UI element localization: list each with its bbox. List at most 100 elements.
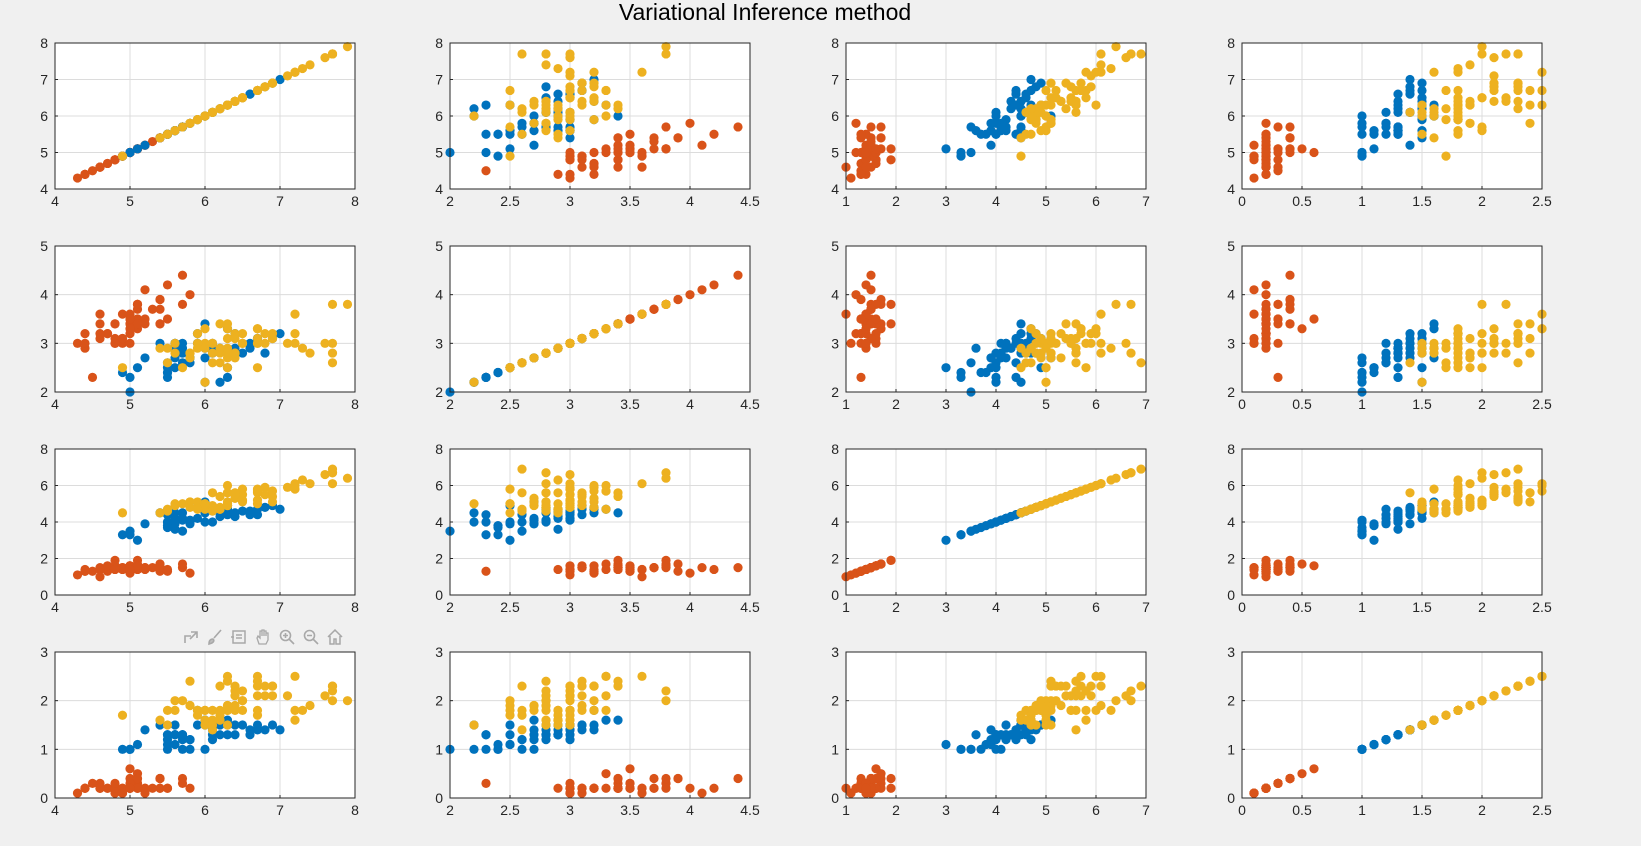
data-point-class-3[interactable] bbox=[1465, 60, 1475, 70]
data-point-class-2[interactable] bbox=[1405, 519, 1415, 529]
data-point-class-2[interactable] bbox=[170, 363, 180, 373]
data-point-class-1[interactable] bbox=[625, 764, 635, 774]
data-point-class-2[interactable] bbox=[1393, 515, 1403, 525]
data-point-class-3[interactable] bbox=[282, 482, 293, 492]
data-point-class-3[interactable] bbox=[267, 691, 278, 701]
data-point-class-1[interactable] bbox=[185, 568, 195, 578]
data-point-class-1[interactable] bbox=[87, 566, 98, 576]
data-point-class-3[interactable] bbox=[1066, 96, 1076, 106]
data-point-class-3[interactable] bbox=[1429, 715, 1439, 725]
data-point-class-1[interactable] bbox=[155, 773, 165, 784]
data-point-class-1[interactable] bbox=[102, 561, 113, 571]
data-point-class-3[interactable] bbox=[553, 475, 563, 485]
data-point-class-3[interactable] bbox=[327, 696, 338, 706]
data-point-class-3[interactable] bbox=[1489, 469, 1499, 480]
data-point-class-2[interactable] bbox=[541, 515, 551, 525]
data-point-class-3[interactable] bbox=[177, 363, 188, 373]
data-point-class-3[interactable] bbox=[290, 705, 300, 716]
data-point-class-2[interactable] bbox=[1026, 85, 1036, 96]
data-point-class-1[interactable] bbox=[565, 169, 575, 179]
data-point-class-3[interactable] bbox=[1477, 495, 1487, 505]
data-point-class-2[interactable] bbox=[529, 513, 539, 523]
data-point-class-2[interactable] bbox=[1393, 348, 1403, 358]
data-point-class-2[interactable] bbox=[245, 89, 255, 99]
data-point-class-1[interactable] bbox=[661, 783, 671, 793]
data-point-class-3[interactable] bbox=[162, 358, 173, 368]
data-point-class-3[interactable] bbox=[1525, 85, 1535, 96]
data-point-class-2[interactable] bbox=[1381, 338, 1391, 348]
data-point-class-3[interactable] bbox=[541, 479, 551, 489]
data-point-class-2[interactable] bbox=[1357, 111, 1367, 121]
data-point-class-3[interactable] bbox=[1041, 343, 1051, 353]
data-point-class-3[interactable] bbox=[1111, 696, 1121, 706]
data-point-class-3[interactable] bbox=[1477, 49, 1487, 59]
data-point-class-3[interactable] bbox=[541, 348, 551, 358]
data-point-class-3[interactable] bbox=[1477, 338, 1487, 348]
data-point-class-1[interactable] bbox=[147, 563, 158, 573]
data-point-class-2[interactable] bbox=[1405, 74, 1415, 85]
data-point-class-1[interactable] bbox=[637, 788, 647, 798]
data-point-class-3[interactable] bbox=[1126, 299, 1136, 309]
data-point-class-3[interactable] bbox=[1525, 319, 1535, 329]
data-point-class-3[interactable] bbox=[320, 691, 330, 701]
data-point-class-1[interactable] bbox=[553, 169, 563, 179]
data-point-class-3[interactable] bbox=[1501, 686, 1511, 696]
data-point-class-1[interactable] bbox=[871, 314, 881, 324]
data-point-class-3[interactable] bbox=[1501, 338, 1511, 348]
data-point-class-1[interactable] bbox=[625, 561, 635, 571]
export-icon[interactable] bbox=[180, 627, 201, 647]
data-point-class-1[interactable] bbox=[102, 158, 113, 169]
data-point-class-1[interactable] bbox=[177, 299, 188, 309]
data-point-class-3[interactable] bbox=[290, 309, 300, 319]
data-point-class-1[interactable] bbox=[72, 570, 83, 580]
data-point-class-3[interactable] bbox=[1417, 129, 1427, 139]
data-point-class-3[interactable] bbox=[1106, 63, 1116, 74]
data-point-class-2[interactable] bbox=[252, 720, 263, 730]
data-point-class-3[interactable] bbox=[565, 502, 575, 512]
subplot-r1-c1[interactable]: 4 5 6 7 8 4 5 6 7 8 bbox=[40, 35, 359, 209]
data-point-class-3[interactable] bbox=[207, 348, 218, 358]
data-point-class-3[interactable] bbox=[577, 681, 587, 691]
data-point-class-1[interactable] bbox=[125, 783, 135, 793]
subplot-r2-c2[interactable]: 2 2.5 3 3.5 4 4.5 2 3 4 5 bbox=[435, 238, 760, 412]
data-point-class-1[interactable] bbox=[110, 338, 120, 348]
data-point-class-3[interactable] bbox=[215, 358, 225, 368]
data-point-class-3[interactable] bbox=[529, 493, 539, 503]
data-point-class-2[interactable] bbox=[1357, 129, 1367, 139]
data-point-class-1[interactable] bbox=[1285, 773, 1295, 784]
data-point-class-3[interactable] bbox=[1036, 100, 1046, 110]
data-point-class-3[interactable] bbox=[252, 705, 263, 716]
data-point-class-1[interactable] bbox=[871, 144, 881, 154]
data-point-class-1[interactable] bbox=[861, 324, 871, 334]
data-point-class-1[interactable] bbox=[553, 783, 563, 793]
data-point-class-1[interactable] bbox=[673, 133, 683, 143]
data-point-class-3[interactable] bbox=[282, 691, 293, 701]
data-point-class-2[interactable] bbox=[1405, 140, 1415, 150]
data-point-class-3[interactable] bbox=[589, 482, 599, 492]
data-point-class-1[interactable] bbox=[1273, 564, 1283, 575]
data-point-class-3[interactable] bbox=[589, 696, 599, 706]
data-point-class-3[interactable] bbox=[207, 488, 218, 498]
data-point-class-2[interactable] bbox=[237, 348, 248, 358]
data-point-class-3[interactable] bbox=[1465, 333, 1475, 344]
data-point-class-1[interactable] bbox=[1249, 151, 1259, 161]
data-point-class-3[interactable] bbox=[1489, 333, 1499, 344]
data-point-class-3[interactable] bbox=[565, 720, 575, 730]
data-point-class-3[interactable] bbox=[162, 705, 173, 716]
data-point-class-1[interactable] bbox=[637, 572, 647, 582]
data-point-class-2[interactable] bbox=[1393, 104, 1403, 114]
data-point-class-3[interactable] bbox=[529, 100, 539, 110]
data-point-class-3[interactable] bbox=[170, 696, 180, 706]
data-point-class-3[interactable] bbox=[1513, 319, 1523, 329]
data-point-class-3[interactable] bbox=[589, 681, 599, 691]
data-point-class-1[interactable] bbox=[95, 783, 105, 793]
data-point-class-3[interactable] bbox=[155, 508, 165, 518]
data-point-class-3[interactable] bbox=[327, 358, 338, 368]
data-point-class-3[interactable] bbox=[200, 111, 210, 121]
data-point-class-2[interactable] bbox=[1381, 129, 1391, 139]
data-point-class-3[interactable] bbox=[1477, 299, 1487, 309]
data-point-class-3[interactable] bbox=[1489, 85, 1499, 96]
data-point-class-3[interactable] bbox=[589, 115, 599, 125]
data-point-class-1[interactable] bbox=[147, 136, 158, 147]
data-point-class-2[interactable] bbox=[481, 530, 491, 540]
